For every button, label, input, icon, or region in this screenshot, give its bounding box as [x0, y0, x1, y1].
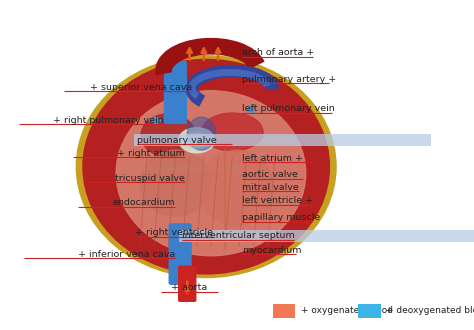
Text: interventricular septum: interventricular septum [182, 231, 295, 240]
FancyBboxPatch shape [179, 230, 474, 242]
Text: www.visualdictionaryonline.com: www.visualdictionaryonline.com [139, 166, 240, 171]
Text: tricuspid valve: tricuspid valve [115, 174, 185, 183]
Ellipse shape [200, 150, 274, 226]
Text: left ventricle +: left ventricle + [242, 196, 313, 205]
Text: + superior vena cava: + superior vena cava [90, 83, 192, 92]
FancyBboxPatch shape [358, 304, 381, 318]
FancyBboxPatch shape [169, 224, 191, 284]
Text: pulmonary valve: pulmonary valve [137, 136, 217, 145]
Text: left atrium +: left atrium + [242, 154, 303, 163]
Text: aortic valve: aortic valve [242, 170, 298, 180]
Text: left pulmonary vein: left pulmonary vein [242, 104, 335, 114]
Text: + right ventricle: + right ventricle [135, 228, 213, 237]
Text: + inferior vena cava: + inferior vena cava [78, 249, 175, 259]
Text: endocardium: endocardium [113, 198, 175, 208]
Text: pulmonary artery +: pulmonary artery + [242, 75, 336, 84]
Ellipse shape [201, 113, 263, 151]
Text: + oxygenated blood: + oxygenated blood [301, 306, 393, 315]
Text: + right atrium: + right atrium [117, 149, 185, 158]
Circle shape [186, 133, 208, 148]
Text: + deoxygenated blood: + deoxygenated blood [386, 306, 474, 315]
Circle shape [179, 128, 215, 153]
FancyBboxPatch shape [273, 304, 295, 318]
Ellipse shape [140, 150, 211, 216]
Text: + right pulmonary vein: + right pulmonary vein [53, 116, 164, 125]
Text: + aorta: + aorta [172, 283, 208, 292]
Ellipse shape [83, 59, 329, 274]
FancyBboxPatch shape [134, 134, 431, 146]
Text: mitral valve: mitral valve [242, 183, 299, 192]
Text: arch of aorta +: arch of aorta + [242, 48, 314, 57]
Text: myocardium: myocardium [242, 246, 301, 255]
FancyBboxPatch shape [164, 61, 186, 123]
Ellipse shape [141, 114, 195, 157]
Ellipse shape [187, 117, 216, 150]
Ellipse shape [76, 56, 336, 278]
FancyBboxPatch shape [179, 266, 196, 301]
Text: papillary muscle: papillary muscle [242, 213, 320, 222]
Ellipse shape [116, 91, 306, 256]
